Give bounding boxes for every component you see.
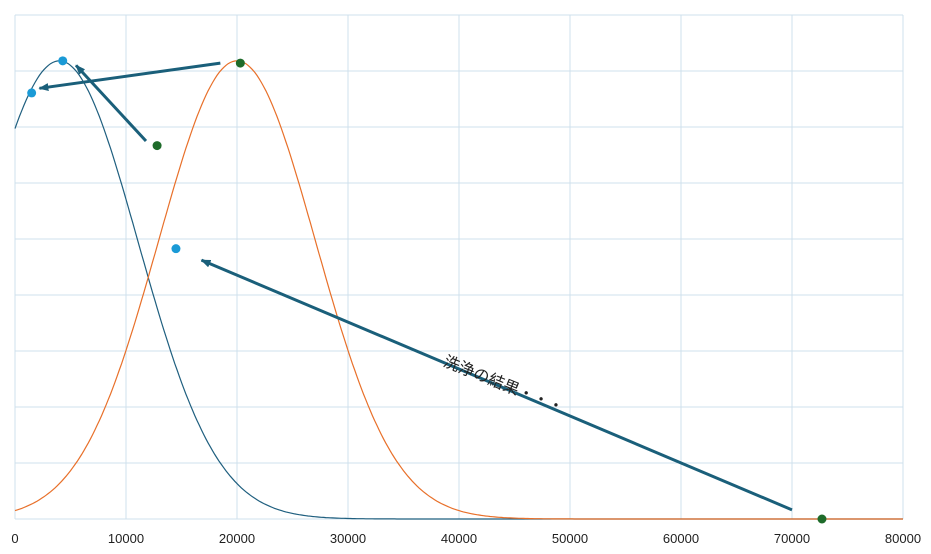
data-markers xyxy=(27,56,827,524)
data-point-marker xyxy=(817,514,827,524)
annotation-arrow xyxy=(200,258,793,512)
annotation-arrow xyxy=(38,61,221,92)
annotation-arrow xyxy=(74,64,148,143)
series-lines xyxy=(14,60,903,520)
x-tick-label: 70000 xyxy=(774,531,810,546)
annotation-arrows xyxy=(38,61,793,512)
x-tick-label: 20000 xyxy=(219,531,255,546)
data-point-marker xyxy=(152,141,162,151)
x-tick-label: 10000 xyxy=(108,531,144,546)
x-tick-label: 50000 xyxy=(552,531,588,546)
x-tick-label: 0 xyxy=(11,531,18,546)
x-axis-ticks: 0 10000 20000 30000 40000 50000 60000 70000 8000… xyxy=(11,531,921,546)
x-tick-label: 80000 xyxy=(885,531,921,546)
data-point-marker xyxy=(235,58,245,68)
x-tick-label: 60000 xyxy=(663,531,699,546)
data-point-marker xyxy=(58,56,68,66)
data-point-marker xyxy=(171,244,181,254)
x-tick-label: 40000 xyxy=(441,531,477,546)
gridlines xyxy=(14,14,904,520)
series-line-2 xyxy=(14,60,903,520)
x-tick-label: 30000 xyxy=(330,531,366,546)
data-point-marker xyxy=(27,88,37,98)
